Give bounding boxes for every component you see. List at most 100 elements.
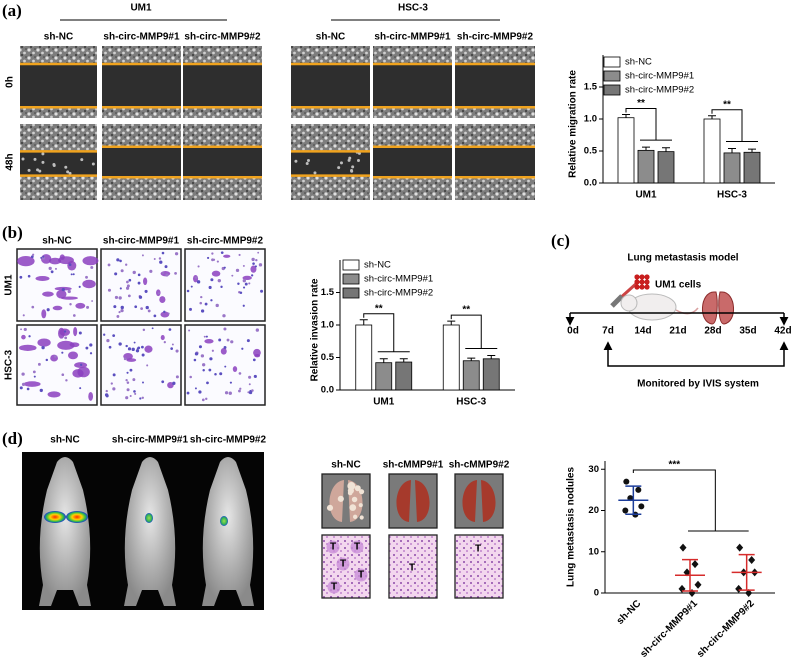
column-label: sh-circ-MMP9#1 <box>103 236 180 247</box>
signal <box>66 511 88 523</box>
pore <box>254 265 257 268</box>
pore <box>214 373 217 376</box>
pore <box>133 390 136 393</box>
error-bar <box>379 358 388 363</box>
pore <box>217 278 222 283</box>
wound-area <box>183 64 262 108</box>
pore <box>30 255 34 259</box>
pore <box>242 264 245 267</box>
significance-label: *** <box>668 460 680 471</box>
migrated-cell <box>64 165 68 169</box>
pore <box>165 273 169 277</box>
column-label: sh-NC <box>331 460 360 471</box>
pore <box>194 276 198 279</box>
invaded-cell <box>204 338 214 344</box>
error-bar <box>662 147 670 152</box>
invasion-image <box>100 324 182 406</box>
legend-label: sh-circ-MMP9#1 <box>364 274 433 285</box>
y-tick-label: 1.5 <box>321 287 335 298</box>
tumor-cell <box>634 279 640 285</box>
legend-swatch <box>342 273 360 285</box>
pore <box>28 335 31 338</box>
pore <box>105 389 108 393</box>
lung-tissue <box>462 480 496 522</box>
pore <box>260 289 264 293</box>
wound-area <box>373 146 452 178</box>
pore <box>61 288 65 292</box>
panel-label: (d) <box>2 429 23 448</box>
x-tick-label: UM1 <box>373 397 395 408</box>
pore <box>85 275 88 279</box>
tumor-cell <box>639 284 645 290</box>
pore <box>85 346 89 350</box>
pore <box>141 254 144 257</box>
migrated-cell <box>33 157 37 161</box>
pore <box>229 381 232 384</box>
pore <box>42 255 45 258</box>
signal <box>145 513 153 523</box>
pore <box>230 340 234 344</box>
signal <box>44 511 66 523</box>
x-tick-label: HSC-3 <box>456 397 486 408</box>
pore <box>70 273 73 276</box>
pore <box>235 268 240 273</box>
pore <box>167 312 170 315</box>
invaded-cell <box>56 289 67 299</box>
pore <box>202 363 206 367</box>
pore <box>211 252 214 255</box>
pore <box>171 343 174 346</box>
monitor-label: Monitored by IVIS system <box>637 379 759 390</box>
pore <box>188 329 191 332</box>
migrated-cell <box>306 159 310 163</box>
pore <box>123 357 127 361</box>
invasion-image <box>100 248 182 322</box>
data-point <box>735 584 743 593</box>
invaded-cell <box>250 265 257 273</box>
pore <box>242 286 246 289</box>
tumor-cell <box>634 274 640 280</box>
migrated-cell <box>91 162 95 166</box>
y-axis-label: Relative invasion rate <box>310 278 321 381</box>
pore <box>209 357 213 361</box>
pore <box>126 388 130 392</box>
pore <box>186 391 190 395</box>
model-title: Lung metastasis model <box>627 253 738 264</box>
pore <box>206 381 209 385</box>
pore <box>189 375 192 379</box>
invaded-cell <box>82 256 99 266</box>
data-point <box>691 560 699 569</box>
y-axis-label: Lung metastasis nodules <box>566 467 577 587</box>
pore <box>112 373 116 377</box>
pore <box>78 331 82 335</box>
pore <box>37 362 41 366</box>
nodule <box>352 514 358 519</box>
migrated-cell <box>21 157 25 161</box>
pore <box>246 339 250 343</box>
pore <box>170 347 173 350</box>
pore <box>253 374 257 378</box>
pore <box>138 295 143 299</box>
data-point <box>623 478 630 485</box>
migrated-cell <box>27 168 31 172</box>
pore <box>32 253 35 256</box>
pore <box>32 370 36 374</box>
pore <box>174 252 179 256</box>
tumor-cell <box>634 284 640 290</box>
mouse <box>124 457 176 606</box>
pore <box>103 333 106 336</box>
invaded-cell <box>160 271 171 277</box>
y-tick-label: 0.0 <box>321 385 334 396</box>
legend-label: sh-NC <box>364 260 391 271</box>
pore <box>86 305 90 309</box>
tumor-area <box>326 540 340 554</box>
pore <box>163 310 166 314</box>
cells-label: UM1 cells <box>655 280 702 291</box>
pore <box>41 345 45 350</box>
migrated-cell <box>357 151 361 155</box>
pore <box>54 355 57 358</box>
nodule <box>337 495 344 502</box>
pore <box>126 381 130 384</box>
data-point <box>638 503 645 510</box>
data-point <box>736 543 744 552</box>
pore <box>134 392 137 395</box>
